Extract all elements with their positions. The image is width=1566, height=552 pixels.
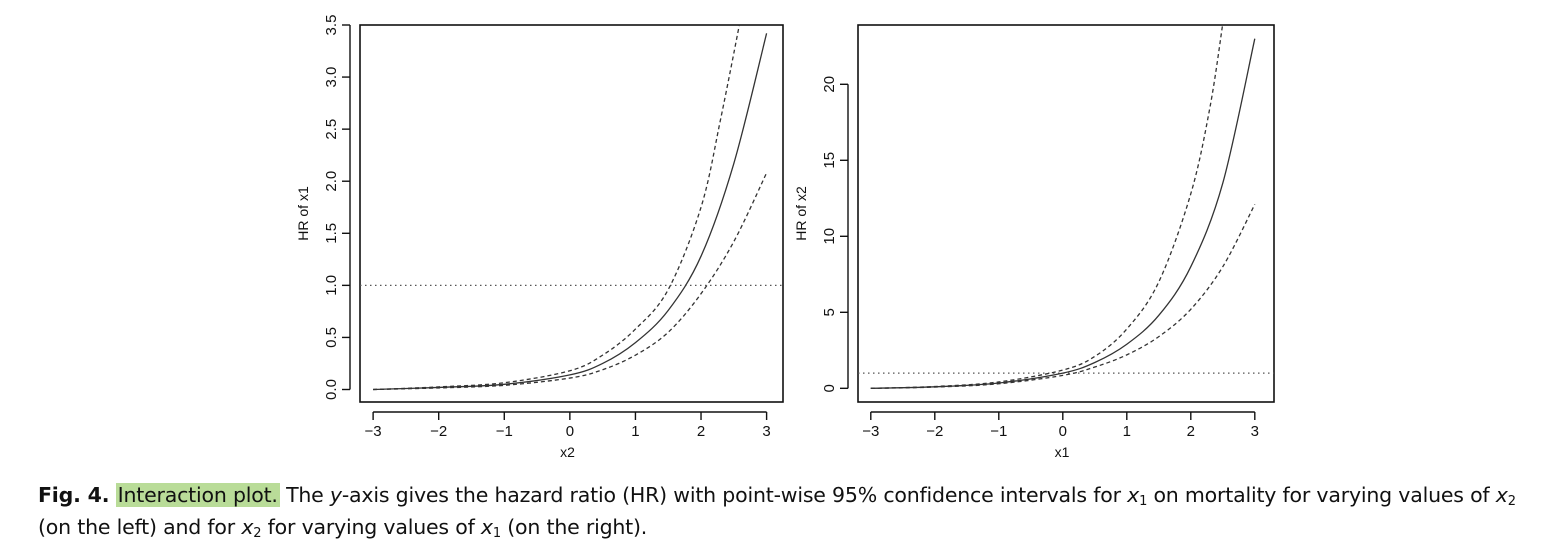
x-tick-label: −2 — [926, 423, 943, 440]
figure: −3 −2 −1 0 1 2 3 x2 0.0 0.5 1.0 1.5 2.0 2.5 3.0 3.5 HR o… — [295, 15, 1275, 460]
y-tick-label: 0.0 — [323, 379, 340, 400]
y-axis-label: HR of x1 — [295, 186, 311, 241]
confidence-band-line — [373, 172, 768, 391]
plot-frame — [359, 24, 784, 403]
x-tick-label: −2 — [430, 423, 447, 440]
caption-text: for varying values of — [261, 515, 481, 539]
x-tick-label: −1 — [990, 423, 1007, 440]
x-tick-label: 1 — [631, 423, 639, 440]
confidence-band-line — [870, 204, 1256, 389]
x-tick-label: 0 — [566, 423, 574, 440]
y-tick-label: 3.0 — [323, 67, 340, 88]
x-tick-label: 2 — [697, 423, 705, 440]
x-tick-label: 0 — [1059, 423, 1067, 440]
plot-frame — [857, 24, 1275, 403]
x-tick-label: −1 — [496, 423, 513, 440]
caption-text: on mortality for varying values of — [1147, 483, 1496, 507]
caption-var: x — [1495, 483, 1508, 507]
x-tick-label: 3 — [762, 423, 770, 440]
x-tick-label: −3 — [365, 423, 382, 440]
caption-text: (on the right). — [500, 515, 648, 539]
figure-caption: Fig. 4. Interaction plot. The y-axis giv… — [38, 479, 1538, 543]
caption-var: x — [1127, 483, 1140, 507]
x-tick-label: −3 — [862, 423, 879, 440]
y-tick-label: 2.5 — [323, 119, 340, 140]
caption-var: x — [480, 515, 493, 539]
caption-var: x — [241, 515, 254, 539]
y-tick-label: 2.0 — [323, 171, 340, 192]
x-tick-label: 2 — [1187, 423, 1195, 440]
y-tick-label: 1.5 — [323, 223, 340, 244]
x-axis-label: x2 — [560, 444, 575, 460]
right-panel: −3 −2 −1 0 1 2 3 x1 0 5 10 15 20 HR of x2 — [793, 24, 1275, 460]
caption-fig-label: Fig. 4. — [38, 483, 110, 507]
caption-text: -axis gives the hazard ratio (HR) with p… — [341, 483, 1128, 507]
y-tick-label: 10 — [821, 228, 838, 245]
confidence-band-line — [373, 25, 741, 391]
y-tick-label: 0 — [821, 384, 838, 392]
caption-sub: 1 — [492, 526, 501, 541]
hazard-ratio-line — [373, 33, 768, 391]
caption-sub: 1 — [1139, 494, 1148, 509]
y-tick-label: 5 — [821, 308, 838, 316]
x-axis-label: x1 — [1055, 444, 1070, 460]
caption-sub: 2 — [1507, 494, 1516, 509]
left-panel: −3 −2 −1 0 1 2 3 x2 0.0 0.5 1.0 1.5 2.0 2.5 3.0 3.5 HR o… — [295, 15, 784, 460]
y-tick-label: 15 — [821, 152, 838, 169]
caption-var: y — [329, 483, 342, 507]
confidence-band-line — [870, 25, 1224, 389]
y-tick-label: 3.5 — [323, 15, 340, 36]
caption-text: (on the left) and for — [38, 515, 242, 539]
x-tick-label: 3 — [1251, 423, 1259, 440]
hazard-ratio-line — [870, 38, 1256, 389]
caption-highlight: Interaction plot. — [115, 483, 280, 507]
y-tick-label: 1.0 — [323, 275, 340, 296]
y-axis-label: HR of x2 — [793, 186, 809, 241]
y-tick-label: 20 — [821, 76, 838, 93]
y-tick-label: 0.5 — [323, 327, 340, 348]
caption-sub: 2 — [253, 526, 262, 541]
x-tick-label: 1 — [1123, 423, 1131, 440]
caption-text: The — [279, 483, 330, 507]
